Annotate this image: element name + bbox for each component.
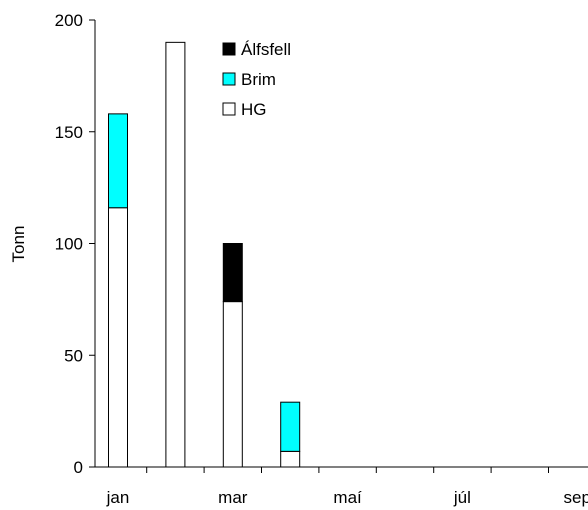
bar-hg-feb — [165, 41, 186, 468]
y-tick-label: 0 — [74, 458, 83, 477]
bar-hg-mar — [222, 301, 243, 468]
legend-swatch-brim — [222, 72, 236, 86]
y-tick-label: 200 — [55, 11, 83, 30]
legend-swatch-hg — [222, 102, 236, 116]
legend: Álfsfell Brim HG — [222, 40, 291, 119]
x-tick-label: mar — [218, 488, 248, 507]
bar-brim-jan — [108, 113, 128, 209]
y-axis-title: Tonn — [9, 226, 28, 263]
legend-label: Brim — [241, 70, 276, 89]
legend-label: HG — [241, 100, 267, 119]
y-tick-label: 150 — [55, 123, 83, 142]
y-tick-label: 50 — [64, 346, 83, 365]
legend-label: Álfsfell — [241, 40, 291, 59]
bar-hg-jan — [108, 207, 128, 468]
x-tick-label: maí — [333, 488, 362, 507]
y-tick-label: 100 — [55, 235, 83, 254]
x-ticks: janmarmaíjúlsepnóv — [106, 467, 588, 507]
x-tick-label: júl — [453, 488, 471, 507]
y-ticks: 0 50 100 150 200 — [55, 11, 95, 477]
x-tick-label: jan — [106, 488, 130, 507]
bar-hg-apr — [280, 450, 301, 468]
bar-brim-apr — [280, 401, 301, 452]
x-tick-label: sep — [563, 488, 588, 507]
legend-swatch-álfsfell — [222, 42, 236, 56]
bars-layer — [108, 41, 301, 468]
bar-álfsfell-mar — [222, 243, 243, 303]
